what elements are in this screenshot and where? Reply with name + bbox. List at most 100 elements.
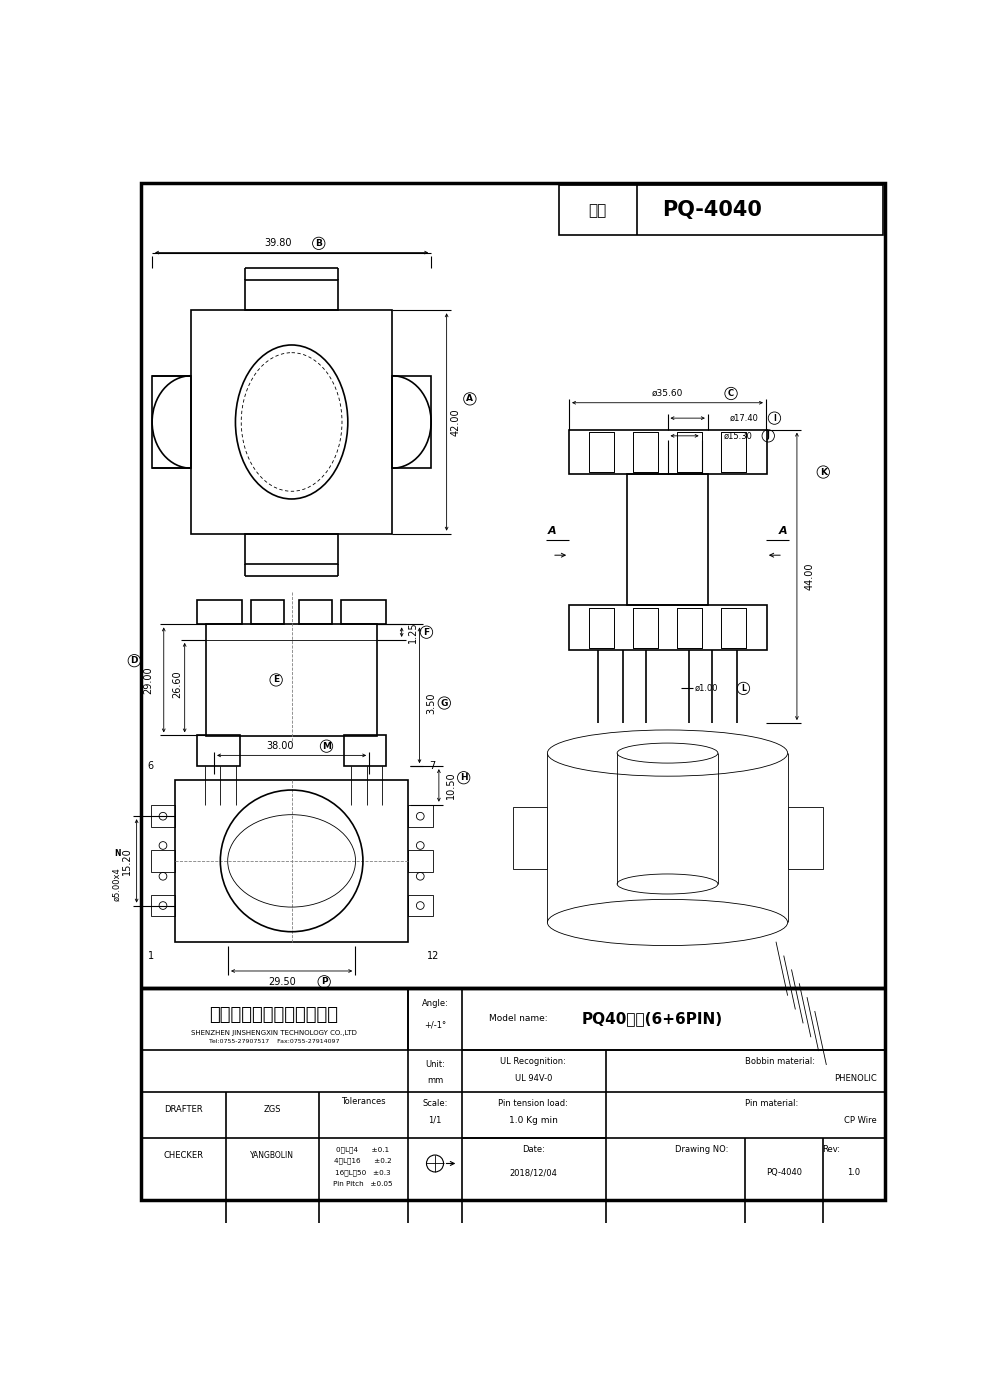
Text: M: M [322, 741, 331, 751]
Bar [627, 474, 708, 606]
Text: PQ-4040: PQ-4040 [766, 1168, 802, 1177]
Text: K: K [820, 467, 827, 477]
Bar [344, 736, 386, 767]
Bar [721, 607, 746, 648]
Text: E: E [273, 676, 279, 684]
Text: J: J [767, 431, 770, 441]
Text: A: A [548, 526, 556, 536]
Text: A: A [779, 526, 787, 536]
Text: 型号: 型号 [589, 203, 607, 218]
Text: 1/1: 1/1 [428, 1116, 442, 1125]
Bar [589, 432, 614, 471]
Text: 26.60: 26.60 [172, 670, 182, 698]
Bar [152, 376, 191, 469]
Text: 1.0 Kg min: 1.0 Kg min [509, 1116, 558, 1125]
Bar [721, 607, 746, 648]
Text: DRAFTER: DRAFTER [164, 1105, 202, 1114]
Text: 1.25: 1.25 [408, 621, 418, 644]
Text: 2018/12/04: 2018/12/04 [509, 1168, 557, 1177]
Bar [392, 376, 431, 469]
Text: ZGS: ZGS [264, 1105, 281, 1114]
Text: P: P [321, 978, 327, 986]
Text: H: H [460, 774, 467, 782]
Text: D: D [131, 656, 138, 665]
Bar [151, 806, 175, 827]
Text: +/-1°: +/-1° [424, 1020, 446, 1030]
Bar [633, 432, 658, 471]
Text: Pin tension load:: Pin tension load: [498, 1100, 568, 1108]
Bar [197, 600, 242, 624]
Bar [151, 895, 175, 916]
Text: 12: 12 [426, 950, 439, 961]
Bar [677, 432, 702, 471]
Text: 38.00: 38.00 [266, 741, 294, 751]
Text: PHENOLIC: PHENOLIC [834, 1074, 877, 1083]
Text: 44.00: 44.00 [804, 562, 814, 590]
Text: Pin material:: Pin material: [745, 1100, 798, 1108]
Bar [589, 432, 614, 471]
Text: C: C [728, 389, 734, 397]
Bar [512, 807, 547, 869]
Bar [197, 736, 240, 767]
Text: CP Wire: CP Wire [844, 1116, 877, 1125]
Text: B: B [315, 239, 322, 248]
Text: G: G [441, 698, 448, 708]
Bar [589, 607, 614, 648]
Text: 1: 1 [148, 950, 154, 961]
Text: 39.80: 39.80 [264, 238, 291, 249]
Bar [151, 851, 175, 872]
Text: Rev:: Rev: [822, 1146, 840, 1154]
Text: Date:: Date: [522, 1146, 545, 1154]
Bar [677, 432, 702, 471]
Bar [569, 429, 767, 474]
Bar [788, 807, 822, 869]
Bar [341, 600, 386, 624]
Text: YANGBOLIN: YANGBOLIN [250, 1151, 294, 1160]
Text: UL 94V-0: UL 94V-0 [515, 1074, 552, 1083]
Text: ø1.00: ø1.00 [695, 684, 718, 693]
Bar [245, 533, 338, 564]
Bar [408, 806, 433, 827]
Bar [721, 432, 746, 471]
Text: 29.50: 29.50 [268, 977, 296, 986]
Text: ø5.00x4: ø5.00x4 [113, 867, 122, 901]
Bar [245, 280, 338, 311]
Bar [589, 607, 614, 648]
Text: 6: 6 [148, 761, 154, 771]
Bar [299, 600, 332, 624]
Text: Model name:: Model name: [489, 1014, 548, 1023]
Text: Bobbin material:: Bobbin material: [745, 1056, 815, 1066]
Bar [408, 895, 433, 916]
Text: 16〈L〈50   ±0.3: 16〈L〈50 ±0.3 [335, 1170, 391, 1177]
Bar [559, 185, 883, 235]
Text: F: F [423, 628, 430, 637]
Text: CHECKER: CHECKER [163, 1151, 203, 1160]
Text: I: I [773, 414, 776, 422]
Text: PQ40立式(6+6PIN): PQ40立式(6+6PIN) [581, 1011, 723, 1027]
Text: N: N [114, 849, 120, 858]
Bar [175, 781, 408, 942]
Text: 4〈L〈16      ±0.2: 4〈L〈16 ±0.2 [334, 1158, 392, 1164]
Text: 15.20: 15.20 [122, 846, 132, 874]
Bar [191, 311, 392, 533]
Text: 3.50: 3.50 [426, 693, 436, 713]
Text: Drawing NO:: Drawing NO: [675, 1146, 729, 1154]
Text: ø15.30: ø15.30 [724, 431, 753, 441]
Text: L: L [741, 684, 746, 693]
Text: Unit:: Unit: [425, 1060, 445, 1069]
Bar [408, 851, 433, 872]
Text: 0〈L〈4      ±0.1: 0〈L〈4 ±0.1 [336, 1146, 389, 1153]
Bar [569, 606, 767, 651]
Text: 1.0: 1.0 [847, 1168, 860, 1177]
Text: 42.00: 42.00 [451, 409, 461, 436]
Text: 7: 7 [430, 761, 436, 771]
Text: UL Recognition:: UL Recognition: [500, 1056, 566, 1066]
Bar [633, 607, 658, 648]
Bar [206, 624, 377, 736]
Text: Tel:0755-27907517    Fax:0755-27914097: Tel:0755-27907517 Fax:0755-27914097 [209, 1039, 339, 1044]
Text: 10.50: 10.50 [446, 772, 456, 799]
Bar [633, 432, 658, 471]
Text: 29.00: 29.00 [143, 666, 153, 694]
Text: mm: mm [427, 1076, 443, 1084]
Text: ø35.60: ø35.60 [652, 389, 683, 397]
